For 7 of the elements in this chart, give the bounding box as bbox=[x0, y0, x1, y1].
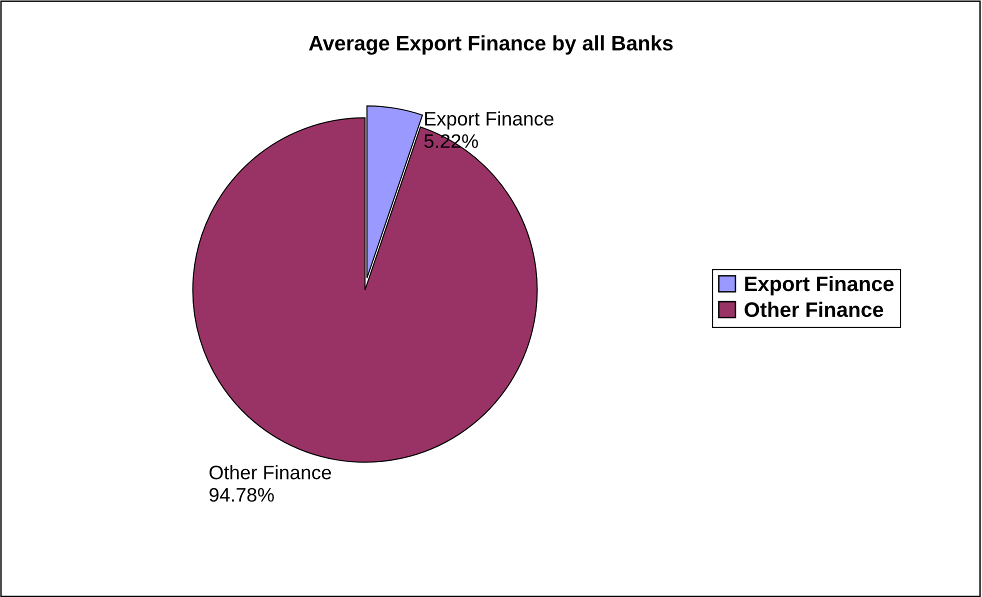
data-label: 94.78% bbox=[210, 488, 274, 502]
legend-label: Other Finance bbox=[744, 302, 884, 318]
chart-title: Average Export Finance by all Banks bbox=[308, 35, 673, 55]
slice-label: Other Finance bbox=[210, 465, 331, 480]
data-label: 5.22% bbox=[424, 134, 478, 148]
legend-label: Export Finance bbox=[745, 276, 894, 296]
slice-label: Export Finance bbox=[425, 111, 554, 130]
